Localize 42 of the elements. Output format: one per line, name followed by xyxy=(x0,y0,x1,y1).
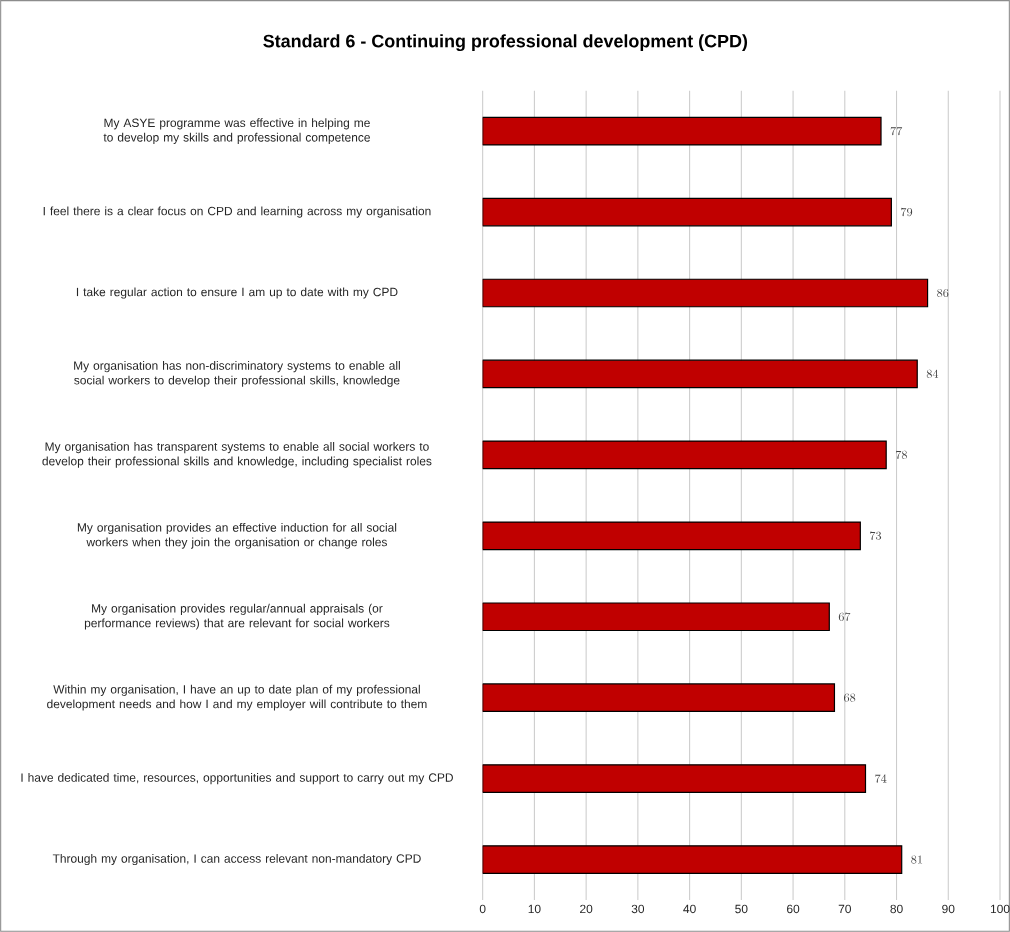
bar xyxy=(482,359,918,389)
y-tick-label: My organisation provides an effective induction for all social workers when they join the organisation or change roles xyxy=(77,522,397,549)
y-tick-label: My ASYE programme was effective in helping me to develop my skills and professional competence xyxy=(103,118,370,144)
data-label: 79 xyxy=(901,207,913,217)
x-tick-label: 80 xyxy=(890,904,903,914)
bar xyxy=(482,764,867,793)
chart-title: Standard 6 - Continuing professional development (CPD) xyxy=(263,34,748,52)
data-label: 84 xyxy=(926,369,939,379)
x-tick-label: 90 xyxy=(942,904,955,914)
y-tick-label: Through my organisation, I can access relevant non-mandatory CPD xyxy=(52,853,421,866)
data-label: 81 xyxy=(911,855,923,864)
bar xyxy=(482,845,903,874)
bar xyxy=(482,278,929,308)
data-label: 68 xyxy=(844,693,856,702)
bar xyxy=(482,683,836,713)
x-tick-label: 0 xyxy=(479,904,486,914)
bar xyxy=(482,116,882,146)
x-tick-label: 70 xyxy=(838,904,851,914)
x-tick-label: 10 xyxy=(528,904,541,914)
x-tick-label: 100 xyxy=(990,904,1010,914)
bar xyxy=(482,521,861,551)
bar xyxy=(482,197,892,227)
x-tick-label: 60 xyxy=(787,904,800,914)
bar xyxy=(482,602,830,632)
y-tick-label: My organisation provides regular/annual appraisals (or performance reviews) that are relevant for social workers xyxy=(84,603,390,630)
data-label: 86 xyxy=(937,288,949,298)
y-tick-label: I feel there is a clear focus on CPD and learning across my organisation xyxy=(43,206,431,218)
x-tick-label: 20 xyxy=(580,904,593,914)
data-label: 74 xyxy=(875,774,887,783)
bar xyxy=(482,440,887,470)
x-tick-label: 50 xyxy=(735,904,748,914)
y-tick-label: Within my organisation, I have an up to date plan of my professional development needs and how I and my employer will contribute to them xyxy=(47,684,427,711)
y-tick-label: My organisation has non-discriminatory systems to enable all social workers to develop their professional skills, knowledge xyxy=(74,361,400,387)
data-label: 67 xyxy=(838,612,851,621)
data-label: 78 xyxy=(895,450,907,459)
x-tick-label: 40 xyxy=(683,904,696,914)
data-label: 77 xyxy=(890,126,903,136)
y-tick-label: My organisation has transparent systems to enable all social workers to develop their professional skills and knowledge, including specialist roles xyxy=(42,441,432,468)
data-label: 73 xyxy=(870,531,882,540)
x-tick-label: 30 xyxy=(631,904,645,914)
y-tick-label: I take regular action to ensure I am up to date with my CPD xyxy=(76,287,398,299)
y-tick-label: I have dedicated time, resources, opportunities and support to carry out my CPD xyxy=(21,773,453,785)
